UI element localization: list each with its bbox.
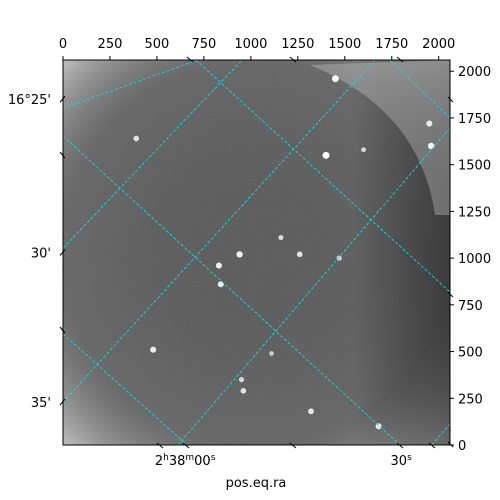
world-top-tick [289,56,297,63]
world-right-tick [447,96,454,103]
right-y-tick-label: 750 [458,299,483,314]
top-x-tick-label: 500 [145,37,170,52]
star [336,255,342,261]
wcs-grid-line [63,60,243,249]
right-y-tick-label: 500 [458,346,483,361]
dec-tick-label: 35' [31,396,51,411]
ra-tick [156,442,164,449]
image-panel [63,60,450,445]
wcs-grid-line [389,60,450,119]
world-top-tick [396,56,404,63]
top-x-tick-label: 1250 [281,37,314,52]
star [133,135,140,142]
world-coordinate-axes: 16°25' 30' 35' 2h38m00s 30s [8,56,454,469]
dec-tick [59,249,66,256]
star [427,142,435,150]
star-layer [133,75,435,430]
star [375,423,382,430]
star [332,75,339,83]
top-x-tick-label: 1500 [328,37,361,52]
star [215,262,222,269]
world-right-tick [447,441,454,448]
wcs-grid-line [63,60,376,403]
star [236,251,243,258]
ra-tick [182,442,190,449]
x-axis-label: pos.eq.ra [226,476,287,491]
ra-tick-label: 30s [391,453,413,469]
ra-tick [289,442,297,449]
star [240,387,247,394]
dec-minor-tick [59,151,66,159]
top-x-tick-label: 1750 [375,37,408,52]
star [238,377,245,383]
ra-tick-label: 2h38m00s [155,453,216,469]
star [426,120,433,127]
star [308,408,314,415]
top-x-tick-label: 1000 [234,37,267,52]
right-y-tick-label: 0 [458,439,466,454]
dec-tick-label: 16°25' [8,93,51,108]
image-right-shadow [63,60,450,445]
right-pixel-axis: 0 250 500 750 1000 1250 1500 1750 2000 [450,65,491,454]
top-x-tick-label: 250 [98,37,123,52]
top-x-tick-label: 750 [191,37,216,52]
top-x-tick-label: 2000 [422,37,455,52]
ra-tick [396,442,404,449]
top-pixel-axis: 0 250 500 750 1000 1250 1500 1750 2000 [59,37,455,60]
right-y-tick-label: 1250 [458,205,491,220]
ra-tick [428,442,436,449]
star [217,281,224,288]
right-y-tick-label: 2000 [458,65,491,80]
dec-tick [59,398,66,406]
right-y-tick-label: 250 [458,392,483,407]
wcs-grid-line [63,333,188,445]
right-y-tick-label: 1500 [458,159,491,174]
wcs-grid-line [195,60,450,293]
star [296,251,303,258]
dec-tick-label: 30' [31,247,51,262]
coordinate-grid [63,60,450,445]
star [361,147,367,153]
right-y-tick-label: 1750 [458,112,491,127]
star [322,151,330,159]
star [278,234,284,241]
top-x-tick-label: 0 [59,37,67,52]
world-right-tick [447,291,454,298]
image-bright-arc [310,60,450,215]
star [150,346,157,353]
world-top-tick [186,56,194,63]
dec-minor-tick [59,326,66,334]
dec-tick [59,95,66,103]
right-y-tick-label: 1000 [458,252,491,267]
star [269,351,274,356]
wcs-grid-line [63,135,401,445]
wcs-grid-line [63,60,199,109]
